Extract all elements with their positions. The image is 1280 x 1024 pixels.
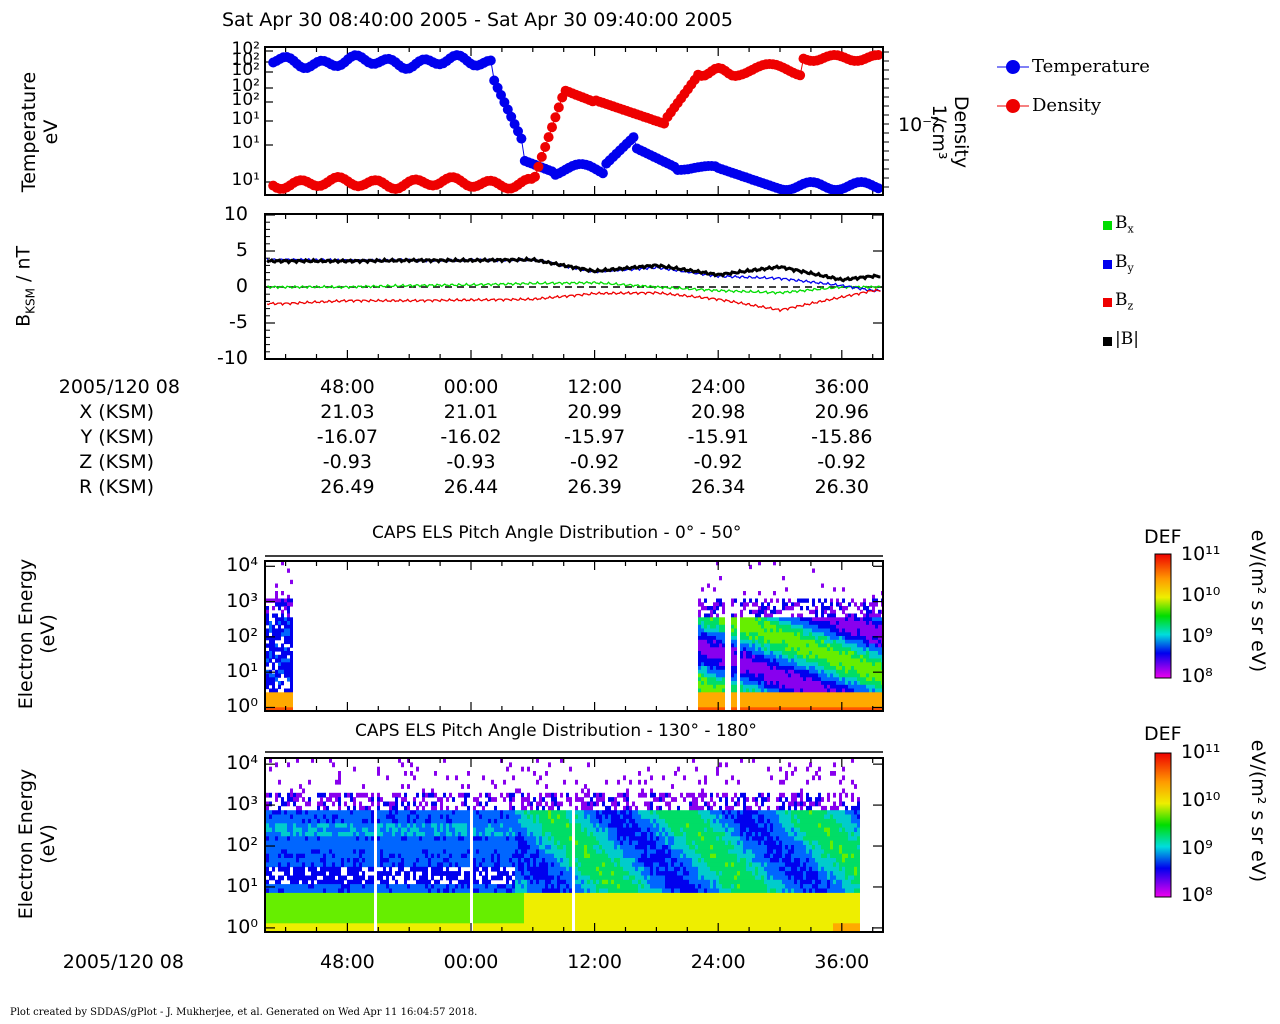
x-tick-label: 24:00 [690, 951, 746, 973]
bottom-date: 2005/120 08 [62, 951, 184, 973]
temperature-point [597, 168, 608, 179]
colorbar2 [1154, 752, 1172, 898]
plot-title: Sat Apr 30 08:40:00 2005 - Sat Apr 30 09… [222, 9, 734, 31]
colorbar2-tick: 10⁸ [1181, 884, 1213, 906]
colorbar2-units: eV/(m² s sr eV) [1247, 739, 1269, 883]
colorbar2-tick: 10¹¹ [1181, 741, 1221, 763]
x-tick-label: 36:00 [814, 951, 870, 973]
energy-tick: 10² [226, 834, 258, 857]
temperature-point [516, 133, 527, 144]
energy-tick: 10⁴ [226, 752, 258, 775]
energy-tick: 10³ [226, 793, 258, 816]
colorbar2-tick: 10¹⁰ [1181, 789, 1221, 811]
energy-tick: 10¹ [226, 874, 258, 897]
footer-credit: Plot created by SDDAS/gPlot - J. Mukherj… [10, 1007, 478, 1018]
colorbar2-tick: 10⁹ [1181, 837, 1213, 859]
x-tick-label: 00:00 [443, 951, 499, 973]
temperature-point [485, 55, 496, 66]
temperature-point [628, 132, 639, 143]
x-tick-label: 12:00 [567, 951, 622, 973]
energy-tick: 10⁰ [226, 915, 258, 938]
colorbar2-label: DEF [1144, 723, 1182, 745]
x-tick-label: 48:00 [320, 951, 375, 973]
